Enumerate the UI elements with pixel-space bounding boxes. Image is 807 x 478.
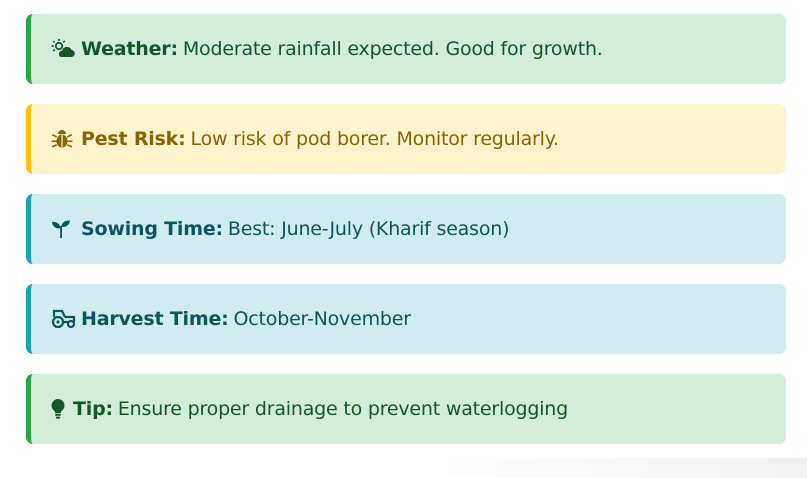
lightbulb-icon bbox=[51, 398, 69, 420]
tip-text: Ensure proper drainage to prevent waterl… bbox=[117, 398, 568, 420]
bug-icon bbox=[51, 128, 77, 150]
tractor-icon bbox=[51, 308, 77, 330]
harvest-time-text: October-November bbox=[233, 308, 412, 330]
harvest-time-label: Harvest Time: bbox=[81, 308, 229, 330]
harvest-time-alert: Harvest Time: October-November bbox=[26, 284, 786, 354]
tip-alert: Tip: Ensure proper drainage to prevent w… bbox=[26, 374, 786, 444]
sowing-time-text: Best: June-July (Kharif season) bbox=[227, 218, 510, 240]
cloud-sun-icon bbox=[51, 38, 77, 60]
bottom-shadow bbox=[440, 458, 807, 478]
pest-risk-label: Pest Risk: bbox=[81, 128, 186, 150]
sowing-time-alert: Sowing Time: Best: June-July (Kharif sea… bbox=[26, 194, 786, 264]
weather-alert: Weather: Moderate rainfall expected. Goo… bbox=[26, 14, 786, 84]
tip-label: Tip: bbox=[73, 398, 113, 420]
weather-label: Weather: bbox=[81, 38, 178, 60]
sowing-time-label: Sowing Time: bbox=[81, 218, 223, 240]
pest-risk-alert: Pest Risk: Low risk of pod borer. Monito… bbox=[26, 104, 786, 174]
weather-text: Moderate rainfall expected. Good for gro… bbox=[182, 38, 603, 60]
pest-risk-text: Low risk of pod borer. Monitor regularly… bbox=[190, 128, 560, 150]
seedling-icon bbox=[51, 218, 77, 240]
